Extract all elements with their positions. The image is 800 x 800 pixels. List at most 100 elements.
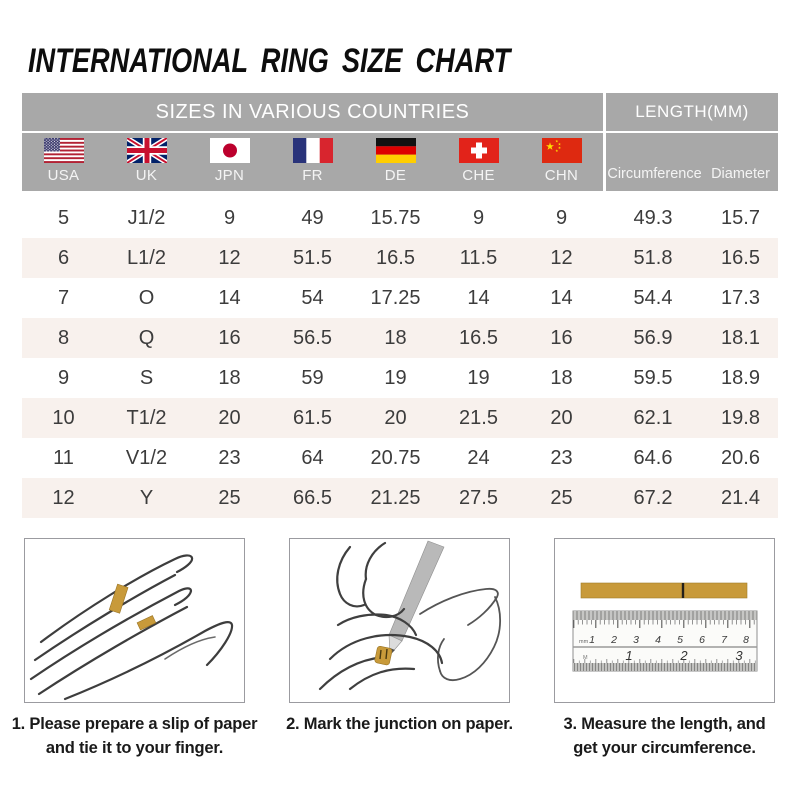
caption-line: and tie it to your finger. [45, 739, 224, 757]
table-cell: Q [138, 326, 155, 349]
svg-text:7: 7 [721, 634, 728, 646]
table-cell: 12 [52, 486, 75, 509]
table-cell: 17.25 [370, 286, 421, 309]
uk-flag-icon [126, 138, 167, 163]
table-cell: 9 [57, 366, 70, 389]
table-cell: 67.2 [633, 486, 673, 509]
table-row: 10 T1/2 20 61.5 20 21.5 20 62.1 19.8 [22, 398, 778, 438]
table-cell: 18.9 [721, 366, 760, 389]
switzerland-flag-icon [458, 138, 499, 163]
step-1-illustration-box [24, 538, 245, 703]
measuring-steps: 1. Please prepare a slip of paper and ti… [2, 538, 798, 760]
table-cell: S [139, 366, 154, 389]
ring-size-table: SIZES IN VARIOUS COUNTRIES LENGTH(MM) [22, 93, 778, 518]
table-cell: 10 [52, 406, 75, 429]
step-1: 1. Please prepare a slip of paper and ti… [2, 538, 267, 760]
table-cell: 11.5 [459, 246, 498, 269]
table-cell: 51.5 [293, 246, 332, 269]
table-cell: 20 [218, 406, 241, 429]
japan-flag-icon [209, 138, 250, 163]
table-cell: 16.5 [376, 246, 415, 269]
group-header-countries: SIZES IN VARIOUS COUNTRIES [22, 93, 603, 133]
table-row: 11 V1/2 23 64 20.75 24 23 64.6 20.6 [22, 438, 778, 478]
table-row: 7 O 14 54 17.25 14 14 54.4 17.3 [22, 278, 778, 318]
table-cell: 16.5 [721, 246, 760, 269]
table-cell: 25 [218, 486, 241, 509]
table-cell: 19.8 [721, 406, 760, 429]
step-1-caption: 1. Please prepare a slip of paper and ti… [12, 712, 258, 760]
table-cell: 18 [384, 326, 407, 349]
page-title: INTERNATIONAL RING SIZE CHART [28, 42, 511, 80]
table-cell: 20 [550, 406, 573, 429]
china-flag-icon [541, 138, 582, 163]
table-cell: 61.5 [293, 406, 332, 429]
table-cell: 15.75 [370, 206, 421, 229]
svg-text:6: 6 [699, 634, 705, 646]
table-cell: 49.3 [633, 206, 673, 229]
column-header-diameter: Diameter [711, 166, 770, 182]
table-cell: 59.5 [633, 366, 673, 389]
table-cell: 19 [467, 366, 490, 389]
table-cell: 56.9 [633, 326, 673, 349]
table-body: 5 J1/2 9 49 15.75 9 9 49.3 15.7 6 L1/2 12 51.5 16.5 11… [22, 198, 778, 518]
column-header-che: CHE [437, 133, 520, 191]
column-label: UK [135, 167, 158, 184]
table-cell: 16 [550, 326, 573, 349]
table-row: 12 Y 25 66.5 21.25 27.5 25 67.2 21.4 [22, 478, 778, 518]
table-cell: 23 [550, 446, 573, 469]
svg-text:8: 8 [743, 634, 749, 646]
svg-text:M: M [583, 655, 588, 661]
table-cell: 20 [384, 406, 407, 429]
table-cell: 18 [218, 366, 241, 389]
table-cell: 59 [301, 366, 324, 389]
column-label: CHE [462, 167, 495, 184]
paper-strip [580, 582, 748, 599]
column-header-usa: USA [22, 133, 105, 191]
step-2-illustration-box [289, 538, 510, 703]
column-label: DE [384, 167, 407, 184]
table-cell: 16 [218, 326, 241, 349]
svg-text:3: 3 [633, 634, 639, 646]
column-label: USA [47, 167, 80, 184]
table-row: 5 J1/2 9 49 15.75 9 9 49.3 15.7 [22, 198, 778, 238]
table-group-header: SIZES IN VARIOUS COUNTRIES LENGTH(MM) [22, 93, 778, 133]
ruler-measuring-illustration: mm 1 2 3 4 5 6 7 8 M 1 [572, 582, 758, 672]
table-cell: 5 [57, 206, 70, 229]
table-cell: 18.1 [721, 326, 760, 349]
table-cell: 21.5 [459, 406, 498, 429]
table-cell: 12 [550, 246, 573, 269]
table-cell: 14 [218, 286, 241, 309]
table-cell: 6 [57, 246, 70, 269]
table-cell: 18 [550, 366, 573, 389]
group-header-length: LENGTH(MM) [603, 93, 778, 133]
table-cell: 27.5 [459, 486, 498, 509]
table-row: 9 S 18 59 19 19 18 59.5 18.9 [22, 358, 778, 398]
table-cell: 17.3 [721, 286, 760, 309]
table-row: 8 Q 16 56.5 18 16.5 16 56.9 18.1 [22, 318, 778, 358]
svg-text:3: 3 [735, 648, 743, 663]
table-cell: 14 [550, 286, 573, 309]
table-cell: 54.4 [633, 286, 673, 309]
caption-line: get your circumference. [573, 739, 756, 757]
table-cell: 15.7 [721, 206, 760, 229]
table-cell: 64 [301, 446, 324, 469]
svg-text:mm: mm [579, 639, 589, 645]
table-cell: O [138, 286, 155, 309]
column-header-chn: CHN [520, 133, 603, 191]
table-cell: 9 [555, 206, 568, 229]
table-cell: 7 [57, 286, 70, 309]
table-cell: 25 [550, 486, 573, 509]
france-flag-icon [292, 138, 333, 163]
table-row: 6 L1/2 12 51.5 16.5 11.5 12 51.8 16.5 [22, 238, 778, 278]
usa-flag-icon [43, 138, 84, 163]
table-cell: 11 [53, 446, 74, 469]
table-cell: 49 [301, 206, 324, 229]
table-cell: 20.75 [370, 446, 421, 469]
column-label: JPN [214, 167, 245, 184]
table-cell: 66.5 [293, 486, 332, 509]
step-3: mm 1 2 3 4 5 6 7 8 M 1 [532, 538, 797, 760]
table-cell: 8 [57, 326, 70, 349]
table-cell: 54 [301, 286, 324, 309]
table-cell: 9 [472, 206, 485, 229]
column-header-de: DE [354, 133, 437, 191]
